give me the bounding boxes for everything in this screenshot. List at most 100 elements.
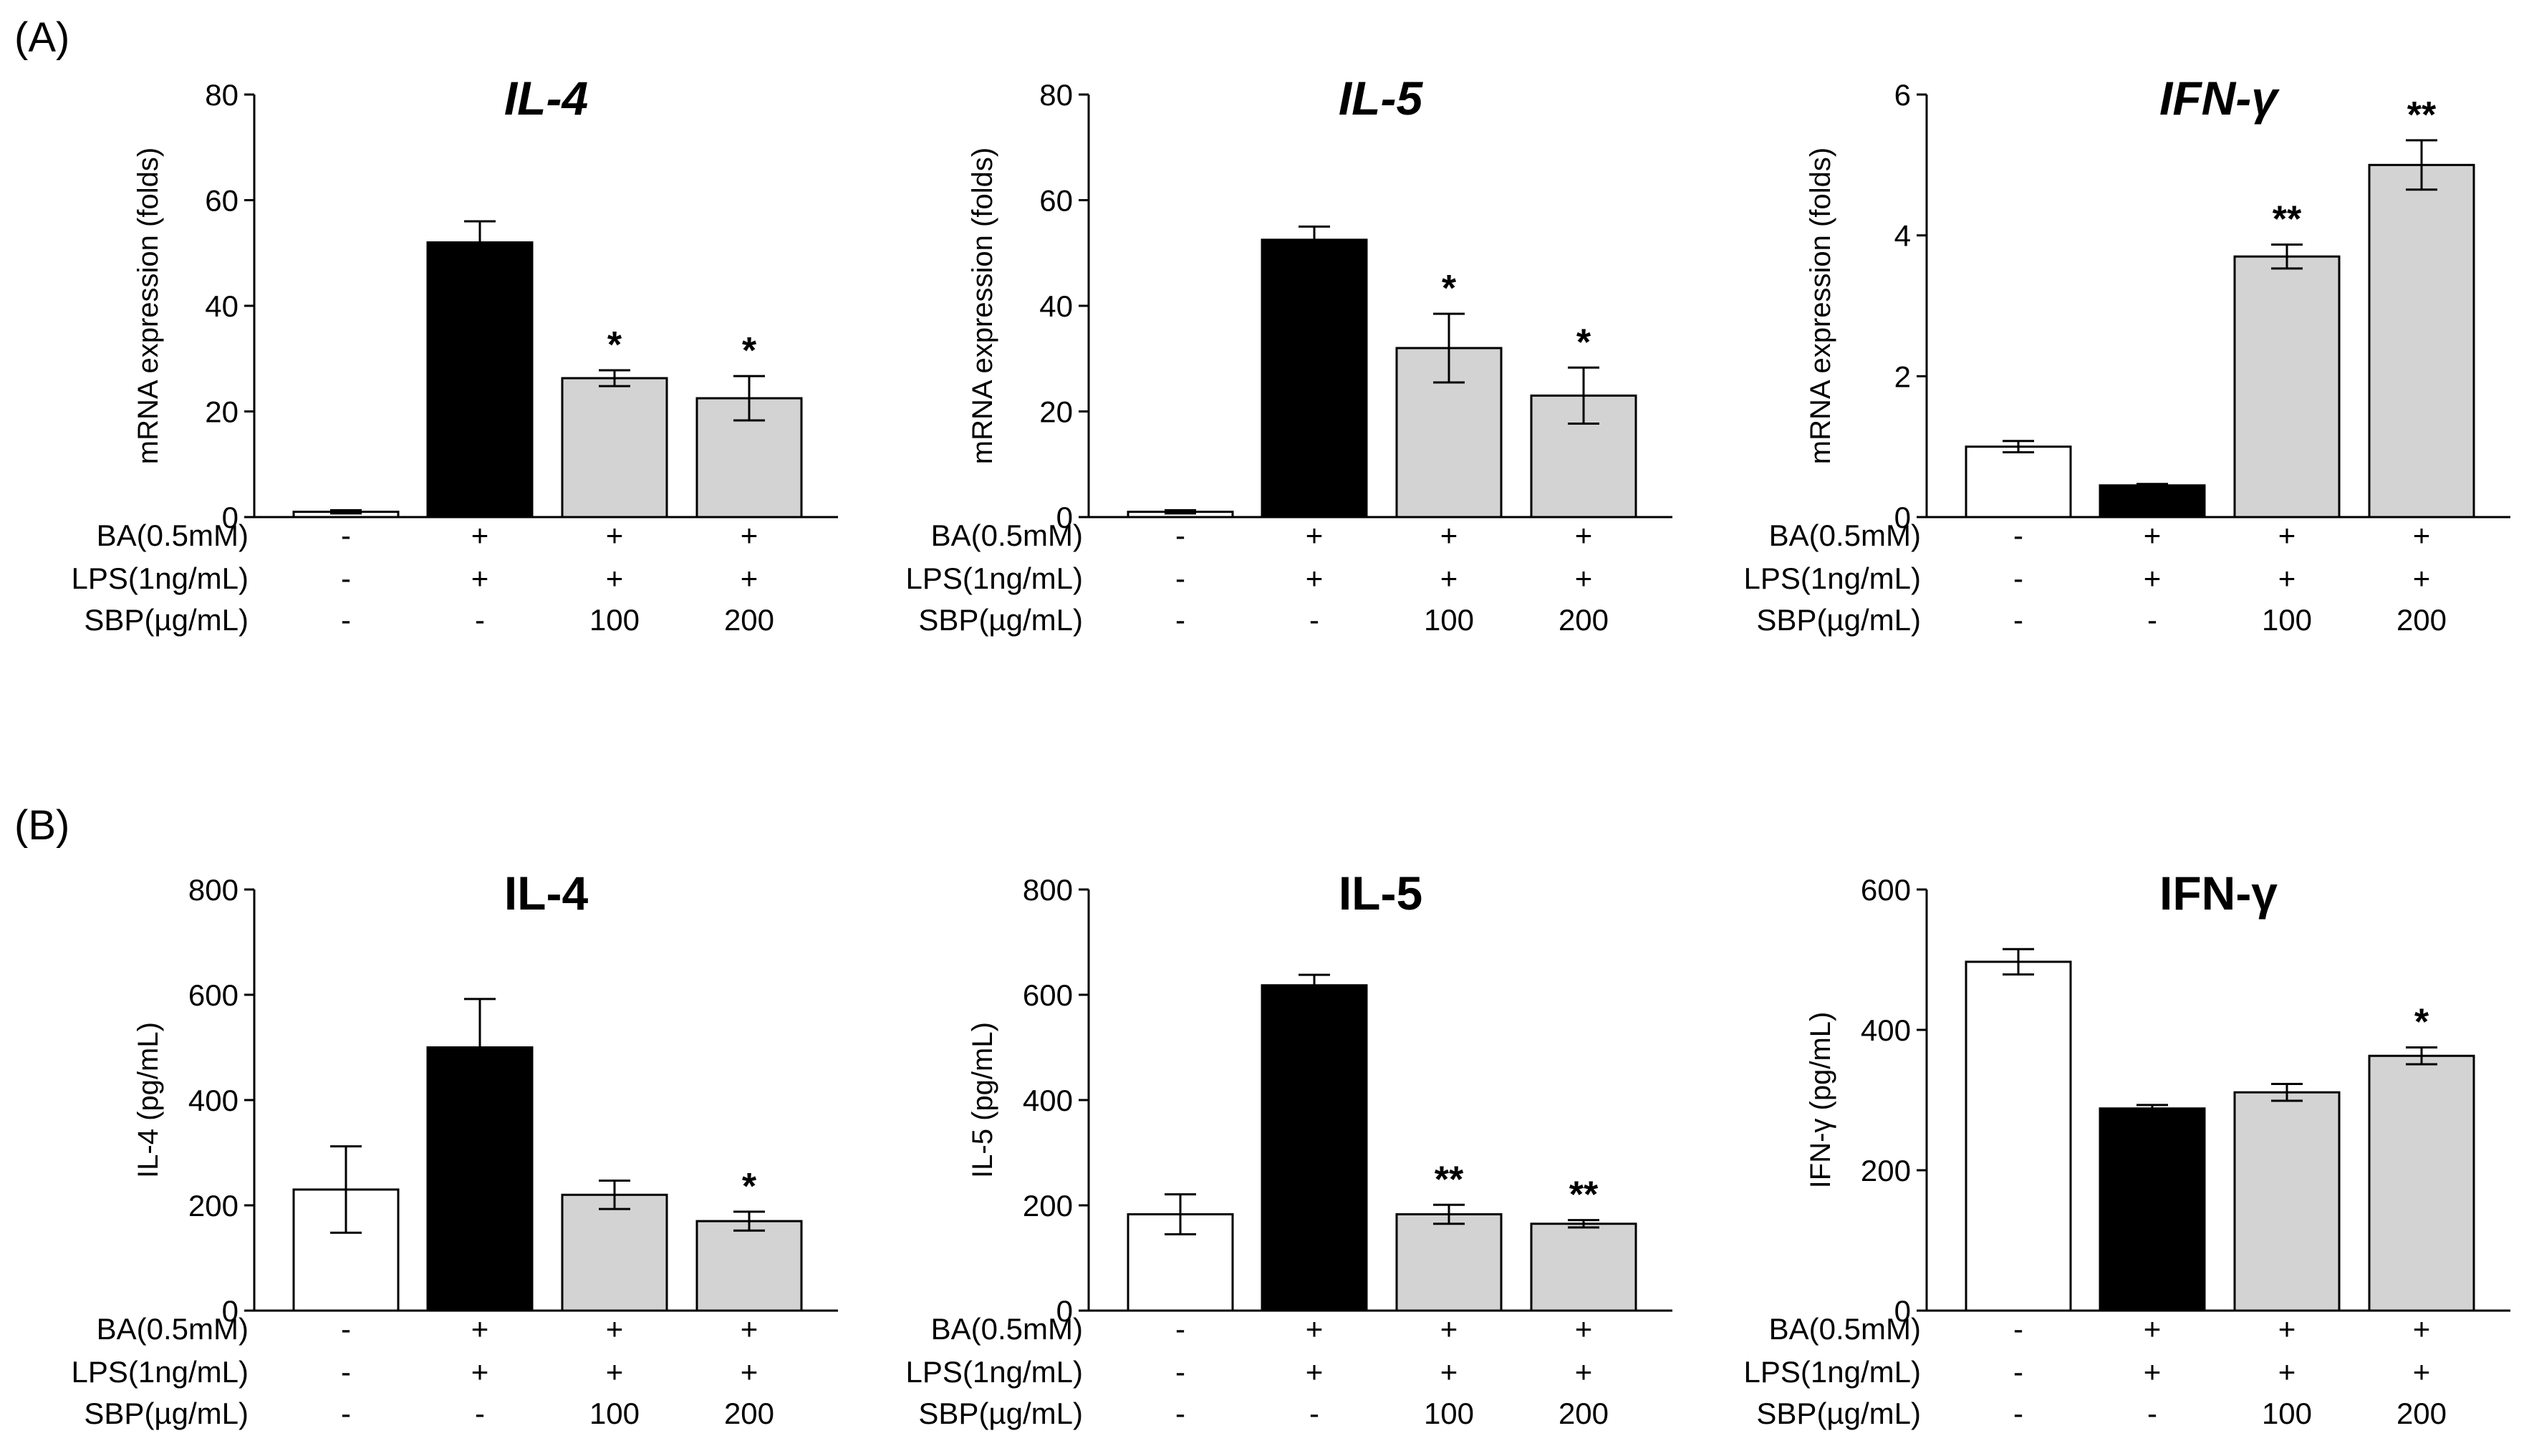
condition-label-b-il4-1: LPS(1ng/mL) xyxy=(72,1355,249,1389)
y-tick-label-a-il5-2: 40 xyxy=(1039,289,1073,323)
y-tick-label-b-il4-2: 400 xyxy=(188,1084,239,1117)
significance-a-il4-3: * xyxy=(742,330,757,372)
condition-label-b-ifng-2: SBP(µg/mL) xyxy=(1756,1397,1921,1430)
condition-label-a-il5-2: SBP(µg/mL) xyxy=(918,603,1083,637)
condition-value-a-ifng-0-1: + xyxy=(2144,519,2162,552)
bar-a-ifng-1 xyxy=(2099,484,2206,519)
condition-value-b-ifng-1-3: + xyxy=(2413,1355,2431,1389)
condition-value-b-ifng-0-2: + xyxy=(2278,1312,2296,1346)
condition-value-a-il4-1-0: - xyxy=(341,561,351,595)
y-tick-label-b-ifng-3: 600 xyxy=(1861,873,1911,907)
condition-value-a-il5-2-0: - xyxy=(1175,603,1185,637)
y-axis-label-a-il4: mRNA expression (folds) xyxy=(133,148,164,464)
condition-label-b-il5-0: BA(0.5mM) xyxy=(931,1312,1083,1346)
y-tick-label-b-il5-4: 800 xyxy=(1023,873,1073,907)
y-axis-label-b-il4: IL-4 (pg/mL) xyxy=(133,1022,164,1178)
y-tick-label-b-ifng-0: 0 xyxy=(1894,1294,1911,1328)
condition-value-a-ifng-1-1: + xyxy=(2144,561,2162,595)
condition-value-b-il5-0-3: + xyxy=(1575,1312,1593,1346)
bar-a-il4-1 xyxy=(426,241,534,519)
y-tick-label-b-il5-1: 200 xyxy=(1023,1189,1073,1223)
bar-a-ifng-2 xyxy=(2233,255,2341,519)
bar-b-ifng-0 xyxy=(1965,960,2072,1312)
significance-a-il5-2: * xyxy=(1442,268,1457,309)
condition-value-a-ifng-1-2: + xyxy=(2278,561,2296,595)
condition-value-b-il4-0-3: + xyxy=(741,1312,758,1346)
condition-value-a-il4-2-1: - xyxy=(475,603,485,637)
condition-label-b-il5-1: LPS(1ng/mL) xyxy=(906,1355,1083,1389)
significance-b-il5-2: ** xyxy=(1435,1159,1464,1200)
condition-value-b-il5-1-0: - xyxy=(1175,1355,1185,1389)
bar-a-il4-2 xyxy=(561,377,668,519)
chart-title-a-ifng: IFN-γ xyxy=(2159,72,2280,125)
condition-value-b-il5-1-2: + xyxy=(1440,1355,1458,1389)
condition-value-b-ifng-2-1: - xyxy=(2147,1397,2157,1430)
chart-title-b-ifng: IFN-γ xyxy=(2159,867,2278,920)
y-tick-label-a-il5-1: 20 xyxy=(1039,395,1073,429)
chart-title-a-il4: IL-4 xyxy=(504,72,588,125)
y-tick-label-a-il5-0: 0 xyxy=(1056,501,1073,534)
y-axis-label-a-il5: mRNA expression (folds) xyxy=(967,148,998,464)
condition-value-a-il4-1-1: + xyxy=(471,561,489,595)
y-tick-label-b-il4-1: 200 xyxy=(188,1189,239,1223)
chart-title-a-il5: IL-5 xyxy=(1339,72,1424,125)
condition-label-b-il4-2: SBP(µg/mL) xyxy=(84,1397,249,1430)
condition-value-b-il5-2-1: - xyxy=(1309,1397,1319,1430)
y-tick-label-a-il4-2: 40 xyxy=(205,289,239,323)
condition-value-a-il5-1-2: + xyxy=(1440,561,1458,595)
condition-value-a-ifng-1-3: + xyxy=(2413,561,2431,595)
significance-a-ifng-3: ** xyxy=(2407,95,2437,136)
condition-value-a-il4-0-0: - xyxy=(341,519,351,552)
condition-label-a-ifng-2: SBP(µg/mL) xyxy=(1756,603,1921,637)
condition-value-b-il4-2-2: 100 xyxy=(589,1397,640,1430)
condition-label-a-il5-1: LPS(1ng/mL) xyxy=(906,561,1083,595)
condition-value-b-ifng-1-1: + xyxy=(2144,1355,2162,1389)
y-tick-label-a-ifng-1: 2 xyxy=(1894,360,1911,393)
y-tick-label-a-ifng-2: 4 xyxy=(1894,219,1911,253)
condition-value-a-il5-0-1: + xyxy=(1306,519,1324,552)
significance-a-il5-3: * xyxy=(1576,322,1591,363)
condition-value-a-il5-2-1: - xyxy=(1309,603,1319,637)
condition-label-a-il5-0: BA(0.5mM) xyxy=(931,519,1083,552)
condition-value-b-il5-2-2: 100 xyxy=(1424,1397,1474,1430)
condition-value-b-ifng-2-3: 200 xyxy=(2396,1397,2447,1430)
condition-value-b-ifng-1-0: - xyxy=(2013,1355,2023,1389)
y-tick-label-a-il4-0: 0 xyxy=(222,501,239,534)
y-axis-label-b-il5: IL-5 (pg/mL) xyxy=(967,1022,998,1178)
condition-value-a-il5-0-2: + xyxy=(1440,519,1458,552)
bar-a-ifng-0 xyxy=(1965,445,2072,519)
bar-b-il5-2 xyxy=(1395,1212,1503,1312)
y-tick-label-a-il4-4: 80 xyxy=(205,78,239,112)
bar-b-ifng-3 xyxy=(2368,1054,2475,1312)
condition-label-b-il5-2: SBP(µg/mL) xyxy=(918,1397,1083,1430)
condition-label-a-il4-1: LPS(1ng/mL) xyxy=(72,561,249,595)
condition-value-b-il4-1-3: + xyxy=(741,1355,758,1389)
y-tick-label-b-ifng-2: 400 xyxy=(1861,1013,1911,1047)
condition-value-b-il5-0-1: + xyxy=(1306,1312,1324,1346)
condition-value-a-il4-0-2: + xyxy=(606,519,624,552)
y-tick-label-a-ifng-3: 6 xyxy=(1894,78,1911,112)
bar-b-il5-3 xyxy=(1530,1223,1637,1312)
y-tick-label-a-ifng-0: 0 xyxy=(1894,501,1911,534)
condition-value-b-il5-1-1: + xyxy=(1306,1355,1324,1389)
condition-label-b-ifng-1: LPS(1ng/mL) xyxy=(1744,1355,1921,1389)
y-tick-label-b-il4-3: 600 xyxy=(188,978,239,1012)
condition-value-b-il4-1-1: + xyxy=(471,1355,489,1389)
condition-value-a-il4-1-2: + xyxy=(606,561,624,595)
bar-b-ifng-2 xyxy=(2233,1091,2341,1312)
condition-value-a-ifng-0-3: + xyxy=(2413,519,2431,552)
condition-value-b-il5-2-0: - xyxy=(1175,1397,1185,1430)
condition-value-a-il4-0-3: + xyxy=(741,519,758,552)
bar-b-il4-3 xyxy=(695,1220,803,1312)
y-axis-label-b-ifng: IFN-γ (pg/mL) xyxy=(1805,1012,1836,1189)
condition-value-a-ifng-2-2: 100 xyxy=(2262,603,2312,637)
condition-value-b-il5-1-3: + xyxy=(1575,1355,1593,1389)
condition-label-a-ifng-0: BA(0.5mM) xyxy=(1769,519,1921,552)
condition-label-b-ifng-0: BA(0.5mM) xyxy=(1769,1312,1921,1346)
y-tick-label-b-il4-4: 800 xyxy=(188,873,239,907)
condition-label-a-il4-2: SBP(µg/mL) xyxy=(84,603,249,637)
condition-value-a-il5-1-0: - xyxy=(1175,561,1185,595)
condition-value-b-il4-2-0: - xyxy=(341,1397,351,1430)
condition-value-b-il4-1-0: - xyxy=(341,1355,351,1389)
